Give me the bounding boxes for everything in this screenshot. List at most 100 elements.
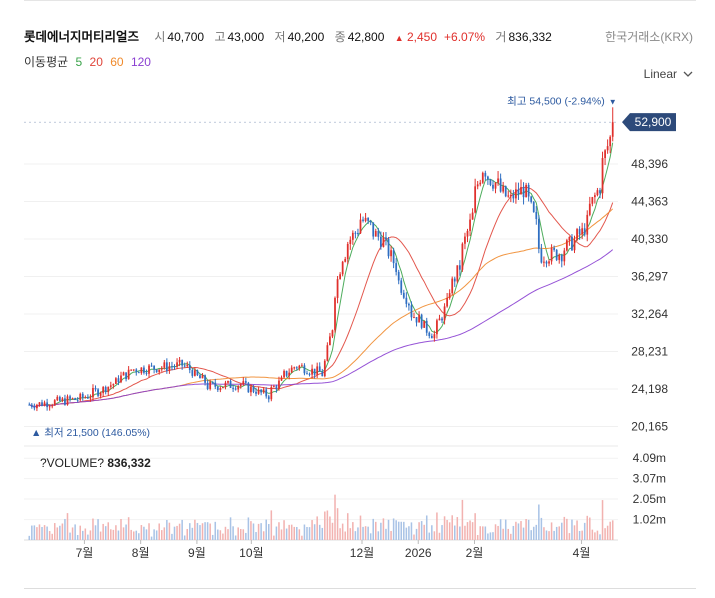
volume-bar	[522, 527, 525, 540]
candle-body	[265, 389, 268, 397]
volume-bar	[64, 518, 66, 540]
candle-body	[474, 186, 477, 213]
candle-body	[224, 382, 227, 388]
down-triangle-icon: ▼	[609, 97, 617, 106]
candle-body	[346, 243, 349, 259]
volume-bar	[217, 529, 219, 540]
volume-bar	[97, 519, 99, 540]
candle-body	[306, 373, 308, 375]
candle-body	[471, 212, 474, 220]
volume-bar	[469, 520, 471, 540]
volume-bar	[94, 525, 97, 540]
volume-bar	[553, 530, 555, 540]
volume-bar	[311, 520, 313, 540]
volume-bar	[438, 532, 441, 540]
candle-body	[441, 318, 443, 321]
y-tick-label: 36,297	[631, 270, 668, 284]
x-tick-label: 7월	[76, 546, 94, 560]
ma120-line	[29, 249, 614, 408]
volume-bar	[143, 526, 145, 540]
candle-body	[186, 365, 189, 367]
candle-body	[451, 278, 454, 294]
candle-body	[283, 370, 285, 378]
volume-bar	[316, 516, 318, 540]
volume-bar	[418, 522, 420, 540]
volume-bar	[532, 526, 535, 540]
volume-bar	[420, 521, 423, 540]
candle-body	[244, 381, 247, 383]
volume-bar	[140, 525, 143, 540]
scale-selector-label: Linear	[643, 67, 677, 81]
x-tick-label: 4월	[573, 546, 591, 560]
candle-body	[64, 398, 66, 405]
candle-body	[234, 388, 237, 390]
volume-bar	[377, 531, 380, 540]
volume-bar	[166, 520, 168, 540]
candle-body	[173, 366, 176, 368]
volume-bar	[578, 531, 581, 540]
volume-bar	[153, 529, 155, 540]
candle-body	[430, 335, 433, 339]
candle-body	[379, 236, 382, 247]
candle-body	[558, 255, 561, 260]
candle-body	[178, 359, 181, 363]
candle-body	[117, 378, 120, 383]
volume-bar	[214, 521, 217, 540]
volume-bar	[504, 519, 507, 540]
high-label: 고	[214, 30, 226, 44]
candle-body	[288, 372, 291, 376]
volume-bar	[576, 520, 578, 540]
candle-body	[86, 397, 89, 399]
candle-body	[364, 217, 367, 221]
volume-bar	[410, 522, 413, 540]
candle-body	[311, 368, 313, 375]
volume-bar	[132, 531, 135, 540]
volume-bar	[466, 522, 469, 540]
ma-legend-60[interactable]: 60	[110, 55, 124, 69]
volume-bar	[530, 530, 532, 540]
volume-bar	[538, 504, 540, 540]
candle-body	[359, 219, 362, 234]
candle-body	[53, 400, 56, 406]
volume-bar	[38, 524, 41, 540]
candle-body	[102, 387, 105, 394]
volume-bar	[257, 523, 260, 540]
volume-bar	[201, 523, 204, 540]
volume-bar	[512, 525, 515, 540]
volume-bar	[293, 526, 296, 540]
volume-bar	[33, 525, 36, 540]
candle-body	[275, 386, 278, 389]
volume-bar	[382, 518, 385, 540]
volume-tick-label: 2.05m	[633, 492, 666, 506]
ma-legend-20[interactable]: 20	[89, 55, 103, 69]
candle-body	[565, 240, 568, 251]
candle-body	[140, 367, 143, 374]
candle-body	[507, 195, 510, 197]
candle-body	[479, 182, 482, 185]
volume-bar	[479, 526, 482, 540]
volume-bar	[408, 526, 410, 540]
y-tick-label: 48,396	[631, 157, 668, 171]
volume-bar	[306, 526, 308, 540]
ma-legend-5[interactable]: 5	[75, 55, 83, 69]
candle-body	[492, 184, 494, 189]
volume-bar	[278, 522, 280, 540]
volume-bar	[499, 519, 502, 540]
scale-selector[interactable]: Linear	[644, 67, 693, 81]
candle-body	[227, 381, 229, 383]
candle-body	[232, 387, 234, 389]
volume-bar	[110, 529, 112, 540]
price-axis: 20,165 24,198 28,231 32,264 36,297 40,330 44,3…	[631, 157, 668, 433]
ma-legend-120[interactable]: 120	[130, 55, 151, 69]
candle-body	[201, 375, 204, 379]
candle-body	[548, 261, 550, 264]
change-value: 2,450	[407, 30, 438, 44]
volume-bar	[555, 526, 558, 540]
candle-body	[30, 404, 33, 407]
low-label: 저	[274, 30, 286, 44]
x-tick-label: 8월	[132, 546, 150, 560]
candle-body	[51, 405, 54, 407]
candle-body	[520, 187, 522, 195]
candle-body	[293, 367, 296, 369]
